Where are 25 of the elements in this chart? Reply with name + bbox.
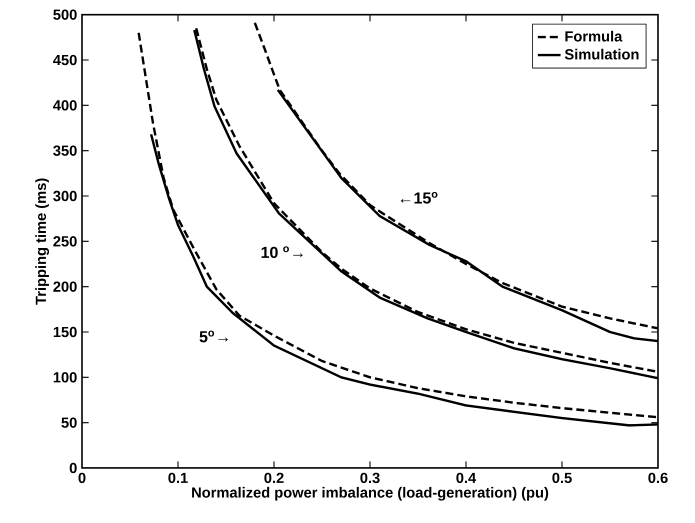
- y-tick-label: 150: [54, 326, 77, 338]
- x-tick-label: 0.2: [264, 472, 284, 484]
- y-tick-label: 200: [53, 281, 77, 292]
- annotation: 5$^{o}$→: [200, 330, 228, 342]
- x-tick-label: 0.4: [456, 472, 476, 484]
- annotation: 10 $^{o}$→: [262, 246, 303, 258]
- x-tick-label: 0.6: [648, 472, 668, 484]
- y-tick-label: 350: [53, 145, 77, 156]
- y-axis-title: Tripping time (ms): [35, 178, 50, 305]
- y-tick-label: 300: [53, 190, 77, 202]
- x-tick-label: 0: [78, 472, 86, 484]
- y-tick-label: 0: [70, 462, 77, 474]
- legend-label: Formula: [565, 30, 622, 42]
- x-tick-label: 0.1: [168, 472, 188, 484]
- y-tick-label: 50: [61, 417, 77, 428]
- annotation: ←15$^{o}$: [400, 192, 438, 204]
- y-tick-label: 100: [54, 372, 77, 383]
- y-tick-label: 400: [53, 100, 77, 111]
- y-tick-label: 450: [53, 54, 77, 66]
- x-tick-label: 0.5: [552, 472, 572, 484]
- legend-label: Simulation: [564, 48, 638, 60]
- y-tick-label: 500: [53, 9, 77, 20]
- x-axis-title: Normalized power imbalance (load-generation) (pu): [192, 486, 548, 501]
- x-tick-label: 0.3: [360, 472, 380, 484]
- y-tick-label: 250: [53, 236, 77, 247]
